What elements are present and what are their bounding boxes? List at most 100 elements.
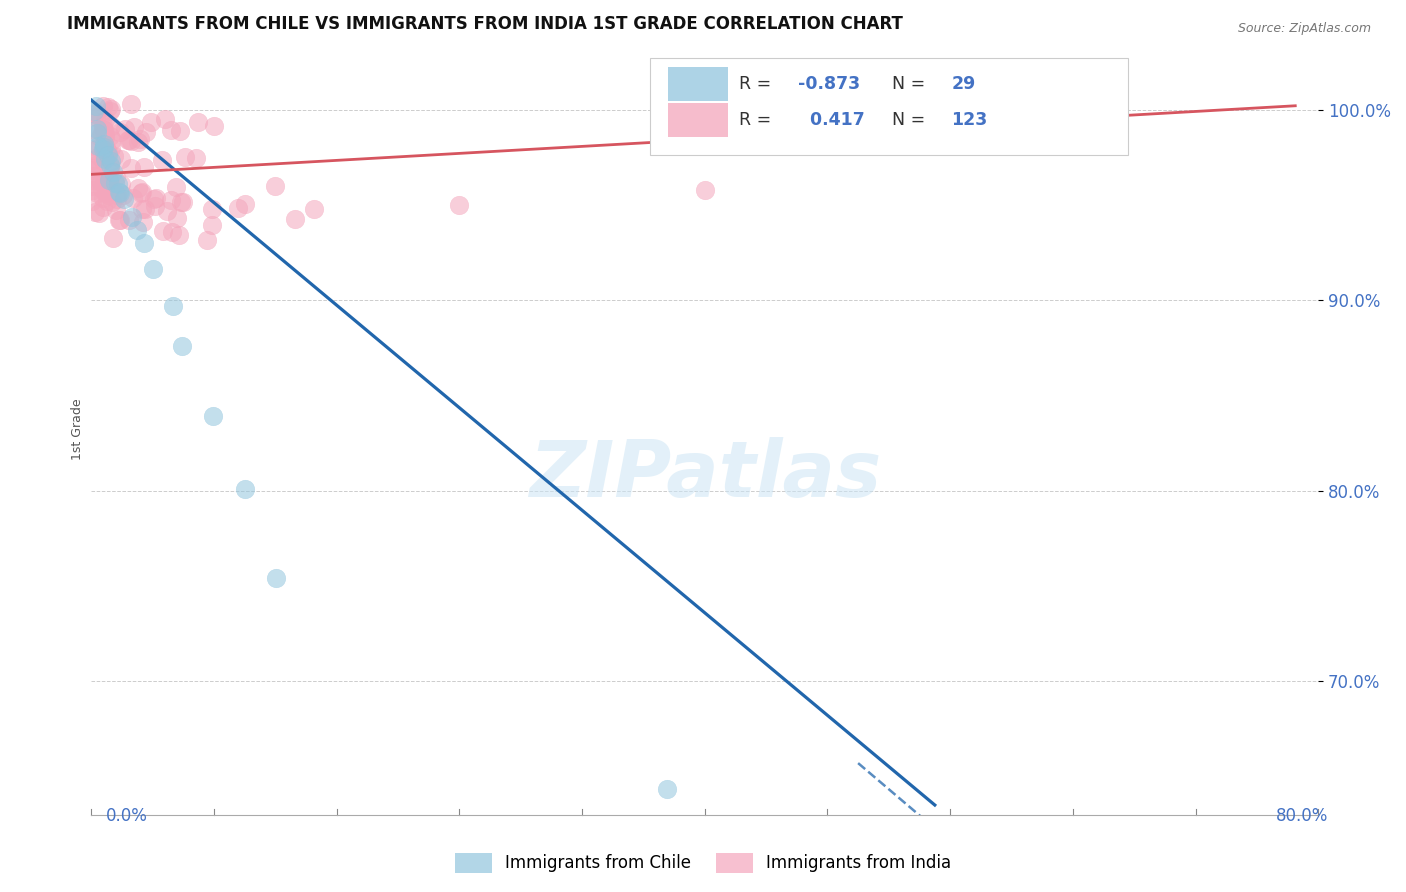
Point (118, 133, 141, 147)
Point (150, 153, 173, 167)
Text: N =: N = (893, 112, 931, 129)
Point (107, 213, 129, 227)
Point (169, 124, 191, 138)
Point (96, 149, 118, 163)
Point (80, 194, 103, 208)
Point (111, 187, 134, 202)
Point (87, 140, 110, 154)
Point (80, 143, 103, 157)
Point (100, 119, 122, 133)
Point (114, 122, 136, 136)
Point (142, 192, 165, 206)
Text: ZIPatlas: ZIPatlas (529, 437, 880, 513)
Point (159, 123, 181, 137)
Point (80, 173, 103, 187)
Point (100, 102, 122, 116)
Text: -0.873: -0.873 (799, 75, 860, 93)
Point (170, 339, 193, 353)
Point (132, 161, 155, 175)
Point (93, 171, 115, 186)
Point (96, 145, 118, 159)
Point (84, 205, 107, 219)
Point (83, 159, 105, 173)
Point (166, 179, 188, 194)
Point (101, 164, 124, 178)
Point (86, 186, 108, 200)
Point (166, 211, 188, 225)
Point (110, 212, 132, 227)
Point (91, 200, 114, 214)
Point (97, 173, 120, 187)
Point (159, 193, 181, 207)
Point (93, 140, 115, 154)
Point (105, 187, 128, 202)
Point (87, 139, 110, 153)
Point (201, 202, 224, 216)
Point (108, 186, 131, 201)
Point (94, 152, 117, 166)
Point (693, 183, 716, 197)
Point (93, 137, 115, 152)
Point (96, 145, 118, 160)
Point (83, 169, 105, 184)
Point (96, 144, 118, 158)
Point (82, 183, 104, 197)
Point (91, 126, 114, 140)
Point (110, 177, 132, 191)
Point (93, 113, 115, 128)
Point (104, 203, 127, 218)
Point (202, 119, 225, 133)
Point (94, 186, 117, 201)
Point (118, 212, 141, 227)
Point (156, 203, 179, 218)
Point (101, 231, 124, 245)
Point (142, 262, 165, 277)
Point (96, 141, 118, 155)
Point (93, 142, 115, 156)
Point (84, 98, 107, 112)
Text: Source: ZipAtlas.com: Source: ZipAtlas.com (1237, 22, 1371, 36)
Point (187, 115, 209, 129)
Point (141, 115, 163, 129)
Point (129, 186, 152, 200)
Point (657, 782, 679, 797)
Point (104, 186, 127, 201)
Point (195, 233, 218, 247)
FancyBboxPatch shape (650, 58, 1128, 155)
Point (103, 149, 125, 163)
Point (93, 98, 115, 112)
Point (201, 218, 224, 232)
Text: 123: 123 (952, 112, 987, 129)
Point (233, 196, 256, 211)
Point (101, 132, 124, 146)
Point (107, 177, 129, 191)
Point (89, 130, 111, 145)
Point (96, 194, 118, 209)
Point (110, 152, 132, 166)
Point (105, 169, 128, 184)
Legend: Immigrants from Chile, Immigrants from India: Immigrants from Chile, Immigrants from I… (449, 847, 957, 880)
Point (131, 202, 153, 217)
Text: R =: R = (740, 112, 778, 129)
Point (98, 159, 121, 173)
Point (98, 128, 121, 143)
Point (170, 194, 193, 209)
Point (201, 409, 224, 424)
Point (162, 299, 184, 313)
Point (84, 110, 107, 124)
Point (80, 163, 103, 178)
Point (120, 161, 142, 175)
Point (101, 194, 124, 209)
Point (96, 182, 118, 196)
Point (82, 179, 104, 194)
Text: 80.0%: 80.0% (1277, 806, 1329, 824)
Point (97, 186, 120, 200)
Point (264, 571, 287, 585)
Point (105, 192, 128, 206)
Point (97, 99, 120, 113)
Point (172, 194, 194, 209)
Point (132, 235, 155, 250)
Point (90, 175, 112, 189)
Point (91, 121, 114, 136)
Text: 0.0%: 0.0% (105, 806, 148, 824)
